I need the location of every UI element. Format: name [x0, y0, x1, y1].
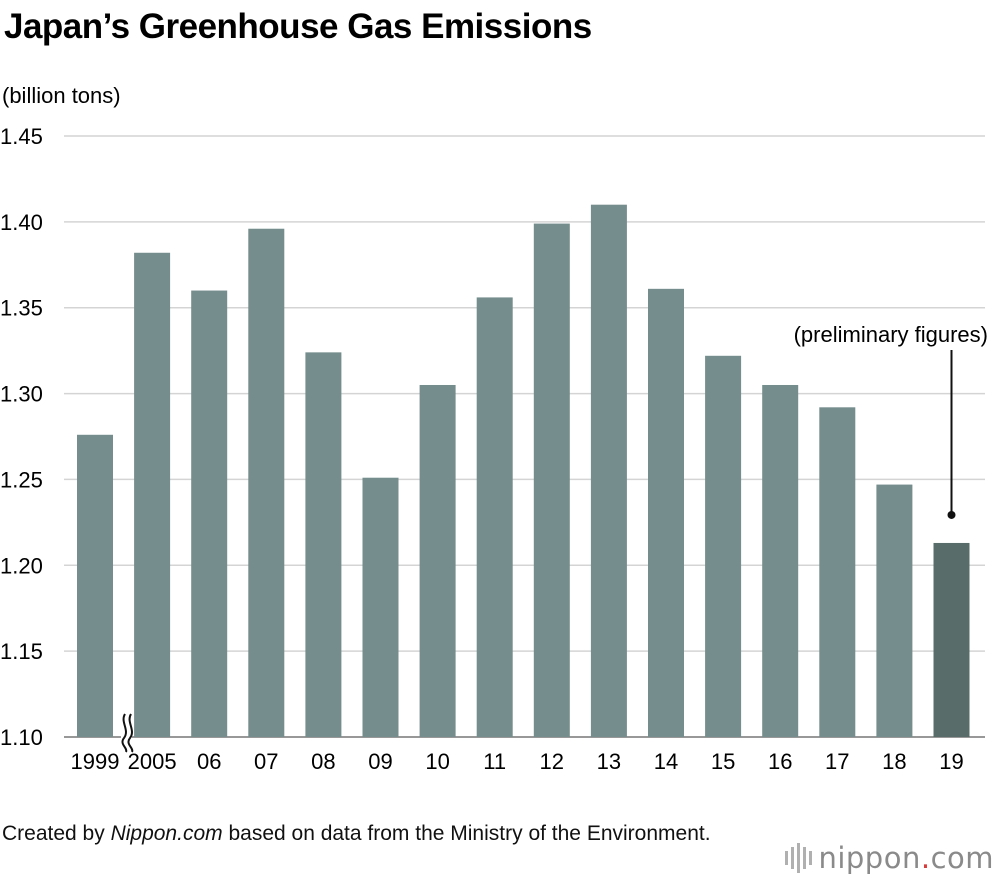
y-tick-label: 1.10	[0, 725, 43, 750]
annotation-label: (preliminary figures)	[794, 322, 988, 347]
x-tick-label: 15	[711, 749, 735, 774]
x-tick-label: 2005	[128, 749, 177, 774]
axis-break-icon	[121, 712, 134, 753]
y-tick-label: 1.45	[0, 124, 43, 149]
x-tick-label: 17	[825, 749, 849, 774]
source-name: Nippon.com	[110, 822, 223, 845]
y-tick-label: 1.35	[0, 296, 43, 321]
y-tick-label: 1.30	[0, 382, 43, 407]
x-tick-label: 14	[654, 749, 678, 774]
y-tick-label: 1.25	[0, 467, 43, 492]
x-tick-label: 06	[197, 749, 221, 774]
x-tick-label: 09	[368, 749, 392, 774]
bar-07	[248, 228, 285, 737]
y-tick-label: 1.15	[0, 639, 43, 664]
logo-wordmark: nippon.com	[818, 841, 994, 875]
bar-14	[648, 288, 684, 737]
x-tick-label: 11	[483, 749, 506, 774]
annotation-marker	[947, 510, 956, 519]
y-axis-label: (billion tons)	[2, 83, 121, 108]
bar-15	[705, 355, 742, 737]
bar-17	[819, 407, 856, 737]
nippon-logo: nippon.com	[785, 840, 994, 876]
x-tick-label: 18	[882, 749, 906, 774]
bar-16	[762, 384, 799, 737]
logo-bars-icon	[785, 843, 813, 873]
bar-2005	[134, 252, 171, 737]
chart-title: Japan’s Greenhouse Gas Emissions	[4, 7, 592, 46]
source-suffix: based on data from the Ministry of the E…	[222, 822, 711, 845]
x-tick-label: 19	[939, 749, 963, 774]
y-axis-ticks: 1.10 1.15 1.20 1.25 1.30 1.35 1.40 1.45	[0, 124, 43, 750]
x-tick-label: 08	[311, 749, 335, 774]
bar-19	[933, 542, 970, 737]
bar-1999	[77, 434, 113, 737]
x-tick-label: 12	[540, 749, 564, 774]
x-tick-label: 07	[254, 749, 278, 774]
y-tick-label: 1.20	[0, 553, 43, 578]
bar-10	[419, 384, 456, 737]
x-tick-label: 16	[768, 749, 792, 774]
source-prefix: Created by	[2, 822, 111, 845]
x-axis-ticks: 1999 2005 06 07 08 09 10 11 12 13 14 15 16 17 18 19	[71, 749, 964, 774]
x-tick-label: 1999	[71, 749, 120, 774]
emissions-bar-chart: Japan’s Greenhouse Gas Emissions (billio…	[0, 7, 988, 774]
bar-18	[876, 484, 913, 737]
bar-12	[533, 223, 570, 737]
bar-11	[476, 297, 513, 737]
x-tick-label: 13	[597, 749, 621, 774]
bar-08	[305, 352, 342, 737]
bar-09	[362, 477, 399, 737]
bars	[77, 204, 970, 737]
y-tick-label: 1.40	[0, 210, 43, 235]
x-tick-label: 10	[425, 749, 449, 774]
source-note: Created by Nippon.com based on data from…	[2, 820, 742, 848]
preliminary-annotation: (preliminary figures)	[794, 322, 988, 519]
bar-13	[590, 204, 627, 737]
bar-06	[191, 290, 228, 737]
